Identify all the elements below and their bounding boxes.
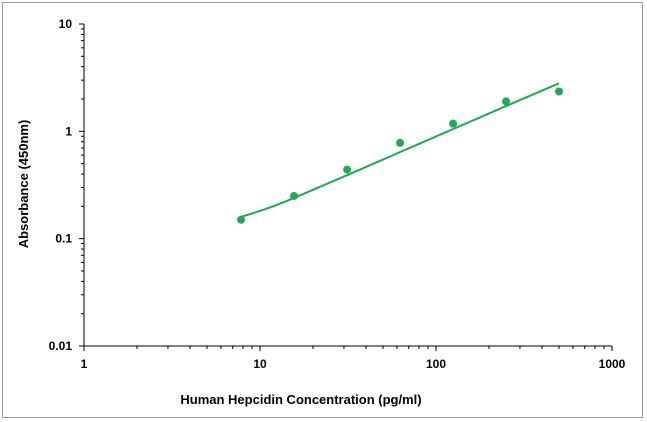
x-tick-label: 100 (426, 357, 446, 371)
fit-line (240, 82, 560, 218)
data-point (396, 138, 405, 147)
y-tick-label: 10 (59, 17, 73, 31)
y-tick-label: 0.01 (49, 339, 73, 353)
x-axis-title: Human Hepcidin Concentration (pg/ml) (180, 392, 421, 407)
tick-labels: 1 10 100 1000 10 1 0.1 0.01 (49, 17, 626, 371)
chart-frame (2, 2, 643, 418)
fit-layer (240, 82, 560, 218)
data-point (237, 215, 246, 224)
axes (83, 24, 612, 347)
x-tick-label: 1 (81, 357, 88, 371)
data-point (289, 191, 298, 200)
x-tick-label: 1000 (599, 357, 626, 371)
data-point (449, 119, 458, 128)
data-point (502, 97, 511, 106)
data-point (343, 165, 352, 174)
y-tick-label: 1 (65, 124, 72, 138)
x-tick-label: 10 (253, 357, 267, 371)
ticks (79, 23, 613, 351)
data-point (555, 87, 564, 96)
points-layer (237, 87, 564, 224)
y-axis-title: Absorbance (450nm) (16, 120, 31, 249)
y-tick-label: 0.1 (55, 232, 72, 246)
